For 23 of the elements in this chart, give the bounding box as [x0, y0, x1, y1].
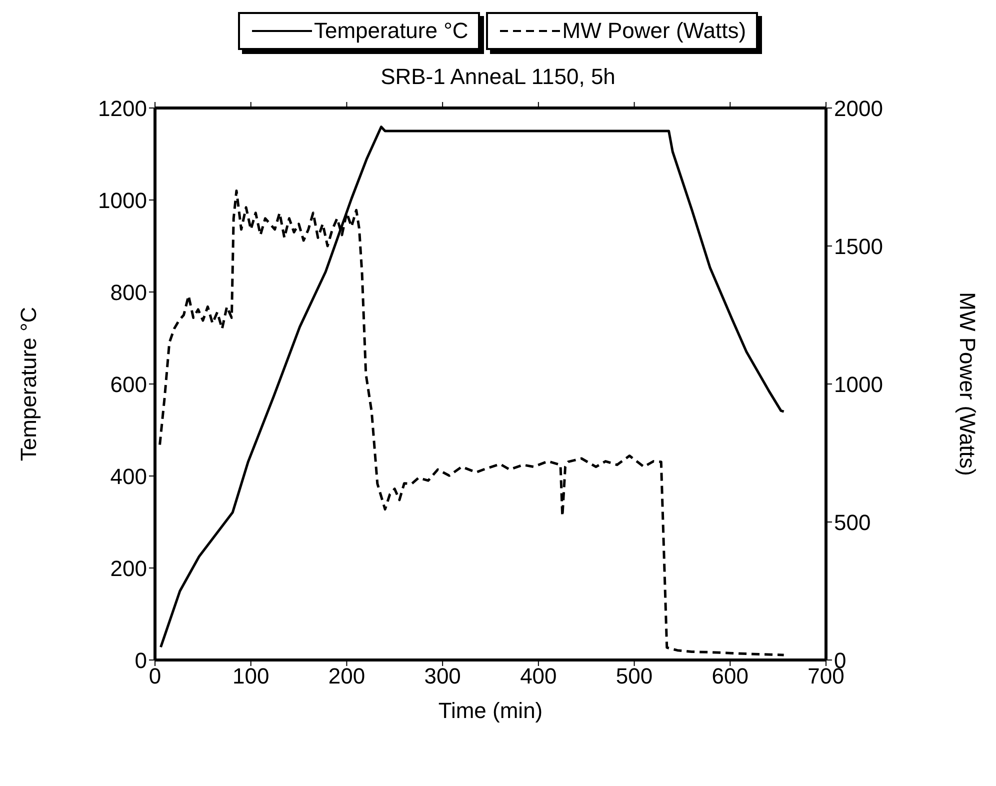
- legend-label: MW Power (Watts): [562, 18, 746, 44]
- y2-tick-label: 1000: [834, 372, 883, 397]
- y2-tick-label: 2000: [834, 96, 883, 121]
- legend-label: Temperature °C: [314, 18, 468, 44]
- y-tick-label: 800: [110, 280, 147, 305]
- y2-axis-title: MW Power (Watts): [955, 292, 980, 476]
- y-tick-label: 200: [110, 556, 147, 581]
- x-tick-label: 300: [424, 664, 461, 689]
- y2-tick-label: 1500: [834, 234, 883, 259]
- y2-tick-label: 500: [834, 510, 871, 535]
- y-tick-label: 1200: [98, 96, 147, 121]
- y-tick-label: 400: [110, 464, 147, 489]
- y-tick-label: 0: [134, 648, 147, 673]
- chart-title: SRB-1 AnneaL 1150, 5h: [380, 64, 616, 90]
- x-tick-label: 500: [616, 664, 653, 689]
- x-tick-label: 600: [712, 664, 748, 689]
- x-axis-title: Time (min): [438, 698, 543, 723]
- x-tick-label: 400: [520, 664, 557, 689]
- x-tick-label: 100: [232, 664, 270, 689]
- x-tick-label: 200: [328, 664, 366, 689]
- y-tick-label: 1000: [98, 188, 147, 213]
- y-axis-title: Temperature °C: [16, 306, 41, 462]
- y-tick-label: 600: [110, 372, 147, 397]
